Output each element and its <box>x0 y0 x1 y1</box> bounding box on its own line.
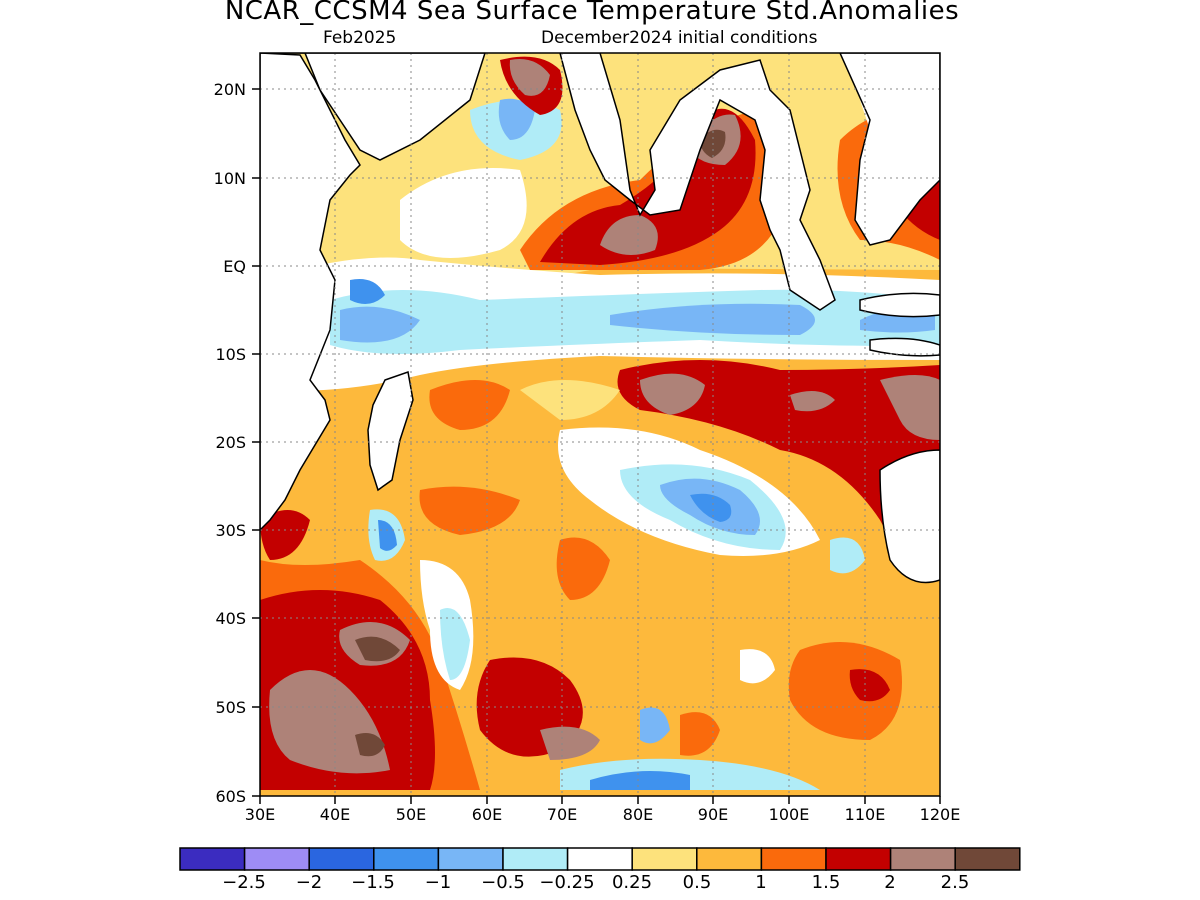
colorbar-swatch <box>179 847 246 871</box>
colorbar-label: −0.25 <box>539 872 594 893</box>
lat-label: 10N <box>214 169 246 188</box>
colorbar-swatch <box>373 847 440 871</box>
colorbar-label: 0.25 <box>612 872 652 893</box>
lon-label: 110E <box>845 805 886 824</box>
lat-label: 40S <box>215 609 246 628</box>
colorbar-label: 2 <box>884 872 895 893</box>
lon-label: 60E <box>472 805 502 824</box>
axis-ticks <box>252 88 941 804</box>
initial-conditions: December2024 initial conditions <box>541 28 818 48</box>
graticule <box>260 53 940 796</box>
lon-label: 30E <box>245 805 275 824</box>
colorbar-swatch <box>696 847 763 871</box>
colorbar <box>179 847 1021 871</box>
colorbar-label: −2.5 <box>222 872 266 893</box>
colorbar-swatch <box>308 847 375 871</box>
colorbar-label: 2.5 <box>941 872 970 893</box>
latitude-labels: 20N 10N EQ 10S 20S 30S 40S 50S 60S <box>214 80 246 806</box>
colorbar-label: −1.5 <box>351 872 395 893</box>
colorbar-label: 1.5 <box>812 872 841 893</box>
colorbar-label: −0.5 <box>481 872 525 893</box>
colorbar-swatch <box>760 847 827 871</box>
colorbar-swatch <box>566 847 633 871</box>
lat-label: EQ <box>223 257 246 276</box>
longitude-labels: 30E 40E 50E 60E 70E 80E 90E 100E 110E 12… <box>245 805 961 824</box>
colorbar-labels: −2.5 −2 −1.5 −1 −0.5 −0.25 0.25 0.5 1 1.… <box>222 872 969 893</box>
colorbar-label: −1 <box>425 872 452 893</box>
colorbar-swatch <box>825 847 892 871</box>
colorbar-label: −2 <box>296 872 323 893</box>
forecast-month: Feb2025 <box>323 28 397 48</box>
colorbar-swatch <box>954 847 1021 871</box>
colorbar-label: 0.5 <box>683 872 712 893</box>
lat-label: 50S <box>215 698 246 717</box>
lat-label: 20S <box>215 433 246 452</box>
map-title: NCAR_CCSM4 Sea Surface Temperature Std.A… <box>224 0 960 26</box>
lon-label: 100E <box>769 805 810 824</box>
colorbar-swatch <box>631 847 698 871</box>
lon-label: 80E <box>623 805 653 824</box>
lat-label: 10S <box>215 345 246 364</box>
colorbar-label: 1 <box>755 872 766 893</box>
lon-label: 40E <box>320 805 350 824</box>
colorbar-swatch <box>243 847 310 871</box>
map-frame <box>259 52 941 797</box>
lon-label: 120E <box>920 805 961 824</box>
lat-label: 20N <box>214 80 246 99</box>
lon-label: 50E <box>396 805 426 824</box>
colorbar-swatch <box>889 847 956 871</box>
colorbar-swatch <box>502 847 569 871</box>
lon-label: 90E <box>698 805 728 824</box>
colorbar-swatch <box>437 847 504 871</box>
lat-label: 30S <box>215 521 246 540</box>
lat-label: 60S <box>215 787 246 806</box>
lon-label: 70E <box>547 805 577 824</box>
